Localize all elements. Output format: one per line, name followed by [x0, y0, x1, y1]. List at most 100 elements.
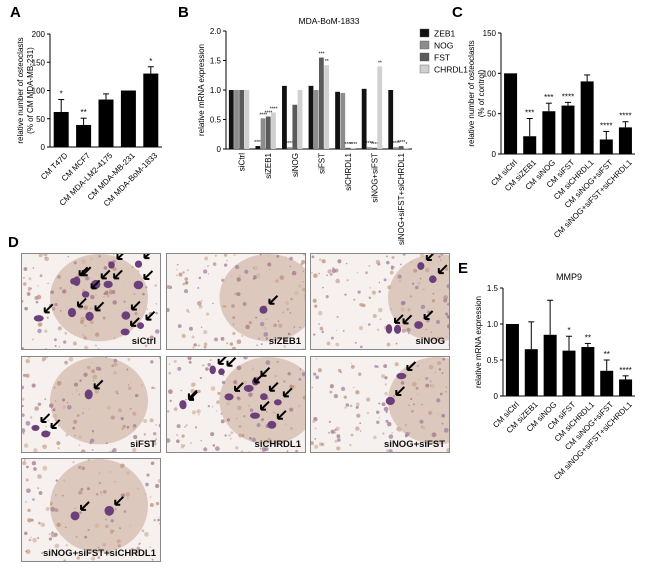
arrow-icon [276, 410, 287, 420]
panel-letter-d: D [8, 234, 19, 251]
arrow-icon [423, 310, 434, 320]
significance-label: **** [562, 92, 574, 101]
bar [297, 90, 303, 149]
significance-label: **** [270, 106, 278, 112]
bar [308, 85, 314, 149]
panel-letter-e: E [458, 260, 469, 277]
arrow-icon [100, 269, 111, 280]
arrow-icon [94, 301, 105, 312]
bar [619, 379, 633, 396]
y-tick-label: 150 [483, 29, 497, 38]
y-tick-label: 100 [32, 87, 46, 96]
bar [76, 124, 92, 147]
panel-letter-b: B [178, 4, 189, 21]
osteoclast-cell [260, 393, 268, 401]
chart-c: 0 50 100 150 relative number of osteoclasts(… [467, 29, 635, 240]
legend-swatch [419, 40, 430, 50]
legend-label: CHRDL1 [434, 65, 468, 75]
bar [244, 90, 250, 149]
bar [228, 90, 234, 149]
arrow-icon [43, 303, 54, 314]
category-label: siNOG [291, 153, 300, 177]
osteoclast-cell [417, 262, 425, 270]
significance-label: *** [319, 52, 325, 58]
micrograph-sinog-sifst-sichrdl1: siNOG+siFST+siCHRDL1 [21, 458, 161, 562]
osteoclast-cell [67, 307, 77, 318]
category-label: siCtrl [238, 153, 247, 171]
micrograph-label: siCtrl [131, 336, 156, 347]
micrograph-label: siNOG+siFST+siCHRDL1 [43, 548, 156, 559]
y-axis-label: relative mRNA expression [474, 296, 483, 388]
osteoclast-cell [133, 280, 144, 290]
osteoclast-cell [218, 368, 225, 376]
y-tick-label: 50 [487, 110, 496, 119]
bar [542, 111, 556, 154]
arrow-icon [187, 389, 198, 400]
y-tick-label: 0.5 [487, 356, 499, 365]
micrograph-image [167, 357, 305, 452]
panel-letter-a: A [10, 4, 21, 21]
arrow-icon [50, 419, 61, 429]
arrow-icon [268, 381, 279, 392]
arrow-icon [143, 254, 151, 260]
micrograph-sictrl: siCtrl [21, 253, 161, 350]
significance-label: **** [259, 112, 267, 118]
significance-label: ** [585, 333, 591, 342]
bar [393, 147, 399, 149]
arrow-icon [406, 361, 417, 372]
y-axis-label: relative number of osteoclasts(% of cont… [467, 40, 486, 146]
legend-swatch [419, 64, 430, 74]
osteoclast-cell [396, 372, 407, 380]
osteoclast-cell [120, 328, 130, 336]
micrograph-label: siFST [130, 439, 156, 450]
significance-label: **** [397, 140, 405, 146]
micrograph-sifst: siFST [21, 356, 161, 453]
arrow-icon [116, 254, 124, 261]
significance-label: *** [544, 93, 553, 102]
y-tick-label: 1.0 [210, 86, 222, 95]
osteoclast-cell [103, 280, 113, 289]
bar [282, 85, 287, 149]
bar [505, 324, 519, 396]
micrograph-image [167, 254, 305, 349]
bar [53, 111, 69, 147]
bar [120, 90, 136, 147]
micrograph-label: siZEB1 [268, 336, 301, 347]
bar [350, 147, 356, 149]
arrow-icon [402, 314, 413, 325]
arrow-icon [217, 357, 227, 365]
osteoclast-cell [414, 321, 424, 329]
osteoclast-cell [137, 322, 144, 329]
osteoclast-cell [108, 261, 115, 269]
osteoclast-cell [259, 305, 268, 314]
micrograph-image [311, 254, 449, 349]
bar [292, 104, 298, 149]
bar [398, 146, 404, 149]
category-label: siNOG+siFST [371, 153, 380, 203]
osteoclast-cell [224, 393, 234, 401]
arrow-icon [114, 496, 124, 506]
arrow-icon [234, 382, 244, 392]
micrograph-sinog: siNOG [310, 253, 450, 350]
bar [581, 347, 595, 396]
bar [340, 92, 346, 149]
arrow-icon [78, 266, 89, 277]
bar [234, 90, 239, 149]
osteoclast-cell [70, 511, 80, 521]
bar [260, 118, 266, 149]
chart-title: MMP9 [556, 272, 582, 282]
legend-label: NOG [434, 41, 453, 51]
significance-label: **** [265, 111, 273, 117]
chart-b: 0 0.5 1.0 1.5 2.0 relative mRNA expression MDA… [197, 16, 468, 245]
y-tick-label: 0 [217, 145, 222, 154]
bar [361, 88, 367, 149]
significance-label: **** [619, 112, 631, 121]
micrograph-sinog-sifst: siNOG+siFST [310, 356, 450, 453]
bar [265, 116, 271, 149]
significance-label: **** [371, 142, 379, 148]
bar [524, 349, 538, 396]
bar [324, 65, 329, 149]
